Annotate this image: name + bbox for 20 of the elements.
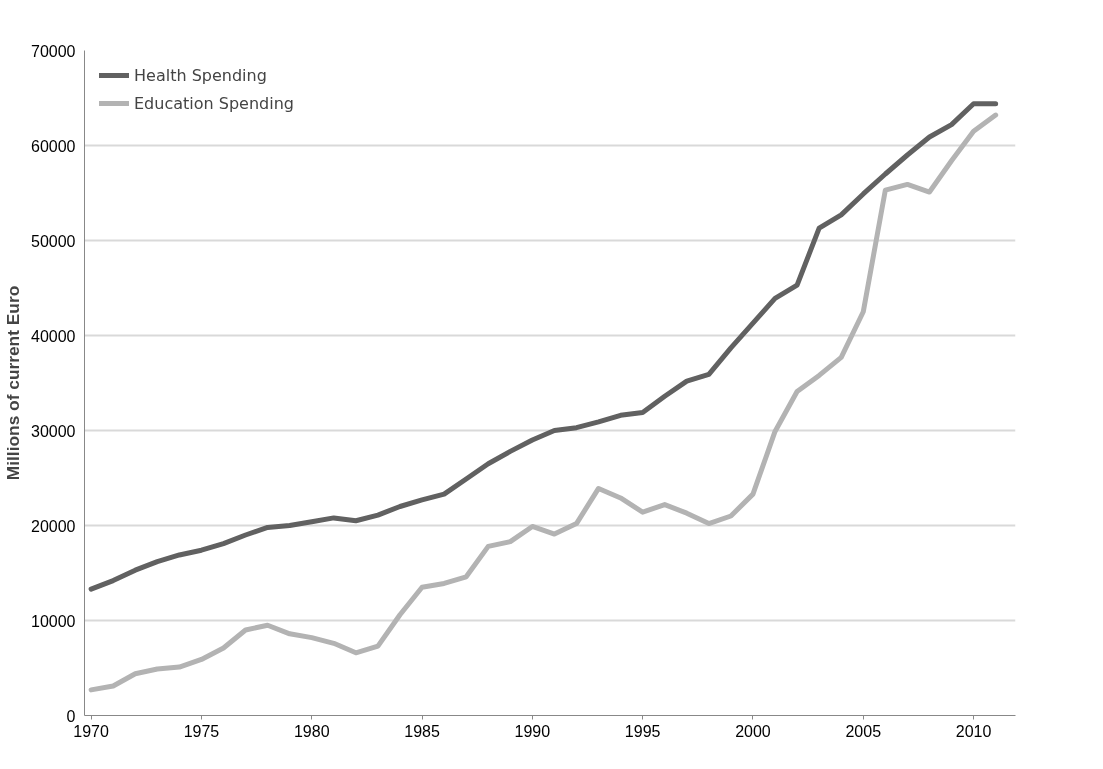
x-tick-label: 1970 [73, 722, 110, 740]
y-tick-label: 30000 [31, 422, 76, 440]
y-tick-label: 40000 [31, 327, 76, 345]
y-tick-label: 20000 [31, 517, 76, 535]
y-tick-label: 50000 [31, 232, 76, 250]
legend-label: Health Spending [134, 65, 267, 85]
x-tick-label: 1995 [624, 722, 661, 740]
x-tick-label: 2005 [845, 722, 882, 740]
y-tick-label: 70000 [31, 42, 76, 60]
y-tick-label: 10000 [31, 612, 76, 630]
x-tick-label: 2000 [735, 722, 771, 740]
y-axis-title: Millions of current Euro [3, 285, 24, 481]
y-tick-label: 0 [66, 707, 76, 725]
x-tick-label: 1975 [183, 722, 220, 740]
x-tick-label: 1990 [514, 722, 551, 740]
x-tick-label: 1980 [293, 722, 330, 740]
legend-label: Education Spending [134, 93, 294, 113]
x-tick-label: 1985 [404, 722, 440, 740]
y-tick-label: 60000 [31, 137, 76, 155]
x-tick-label: 2010 [955, 722, 992, 740]
